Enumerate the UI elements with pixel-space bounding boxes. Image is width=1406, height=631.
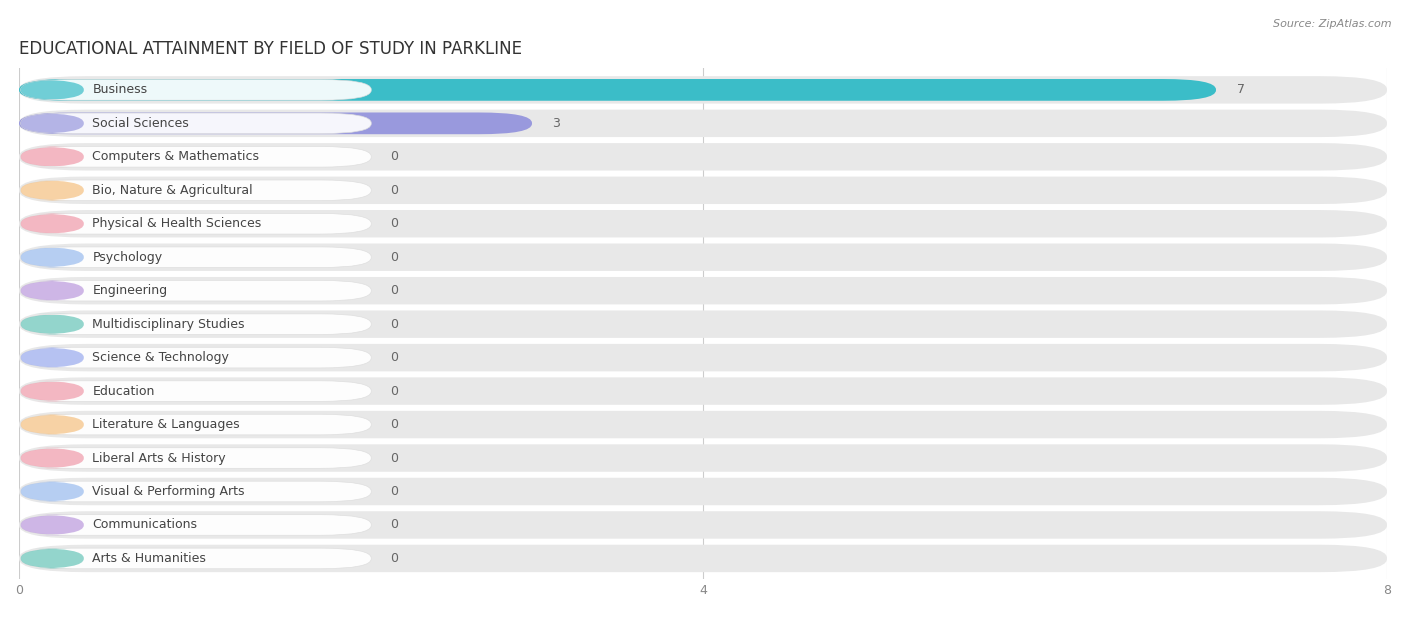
FancyBboxPatch shape — [21, 515, 84, 535]
FancyBboxPatch shape — [20, 76, 1386, 103]
FancyBboxPatch shape — [20, 478, 1386, 505]
FancyBboxPatch shape — [20, 344, 1386, 372]
Text: Science & Technology: Science & Technology — [93, 351, 229, 364]
FancyBboxPatch shape — [21, 213, 371, 234]
FancyBboxPatch shape — [21, 380, 371, 401]
Text: EDUCATIONAL ATTAINMENT BY FIELD OF STUDY IN PARKLINE: EDUCATIONAL ATTAINMENT BY FIELD OF STUDY… — [20, 40, 522, 58]
FancyBboxPatch shape — [20, 277, 1386, 304]
Text: 0: 0 — [389, 217, 398, 230]
FancyBboxPatch shape — [21, 314, 371, 334]
Text: Engineering: Engineering — [93, 284, 167, 297]
FancyBboxPatch shape — [20, 545, 1386, 572]
FancyBboxPatch shape — [21, 314, 84, 334]
Text: 7: 7 — [1236, 83, 1244, 97]
FancyBboxPatch shape — [20, 310, 1386, 338]
FancyBboxPatch shape — [21, 80, 371, 100]
FancyBboxPatch shape — [21, 448, 84, 468]
FancyBboxPatch shape — [21, 180, 371, 201]
Text: 0: 0 — [389, 284, 398, 297]
FancyBboxPatch shape — [21, 113, 84, 134]
FancyBboxPatch shape — [21, 113, 371, 134]
Text: Multidisciplinary Studies: Multidisciplinary Studies — [93, 317, 245, 331]
Text: 0: 0 — [389, 317, 398, 331]
Text: Computers & Mathematics: Computers & Mathematics — [93, 150, 259, 163]
Text: Physical & Health Sciences: Physical & Health Sciences — [93, 217, 262, 230]
FancyBboxPatch shape — [21, 80, 84, 100]
Text: 0: 0 — [389, 184, 398, 197]
Text: 0: 0 — [389, 485, 398, 498]
Text: 0: 0 — [389, 351, 398, 364]
FancyBboxPatch shape — [21, 448, 371, 468]
FancyBboxPatch shape — [20, 79, 1216, 101]
FancyBboxPatch shape — [21, 548, 371, 569]
FancyBboxPatch shape — [21, 280, 371, 301]
FancyBboxPatch shape — [20, 210, 1386, 237]
FancyBboxPatch shape — [21, 515, 371, 535]
FancyBboxPatch shape — [20, 112, 531, 134]
Text: 0: 0 — [389, 452, 398, 464]
FancyBboxPatch shape — [20, 143, 1386, 170]
Text: Social Sciences: Social Sciences — [93, 117, 190, 130]
FancyBboxPatch shape — [21, 380, 84, 401]
Text: Communications: Communications — [93, 519, 197, 531]
FancyBboxPatch shape — [21, 247, 84, 268]
Text: Psychology: Psychology — [93, 251, 163, 264]
Text: 0: 0 — [389, 519, 398, 531]
Text: Education: Education — [93, 384, 155, 398]
FancyBboxPatch shape — [20, 444, 1386, 472]
FancyBboxPatch shape — [21, 481, 371, 502]
Text: Bio, Nature & Agricultural: Bio, Nature & Agricultural — [93, 184, 253, 197]
Text: 0: 0 — [389, 418, 398, 431]
FancyBboxPatch shape — [21, 146, 84, 167]
Text: 0: 0 — [389, 251, 398, 264]
FancyBboxPatch shape — [21, 180, 84, 201]
FancyBboxPatch shape — [21, 415, 84, 435]
FancyBboxPatch shape — [20, 511, 1386, 539]
Text: Source: ZipAtlas.com: Source: ZipAtlas.com — [1274, 19, 1392, 29]
FancyBboxPatch shape — [21, 415, 371, 435]
FancyBboxPatch shape — [20, 110, 1386, 137]
Text: 0: 0 — [389, 150, 398, 163]
Text: 3: 3 — [553, 117, 561, 130]
Text: Visual & Performing Arts: Visual & Performing Arts — [93, 485, 245, 498]
Text: Arts & Humanities: Arts & Humanities — [93, 552, 207, 565]
FancyBboxPatch shape — [21, 213, 84, 234]
Text: Business: Business — [93, 83, 148, 97]
FancyBboxPatch shape — [20, 411, 1386, 439]
FancyBboxPatch shape — [21, 247, 371, 268]
FancyBboxPatch shape — [21, 280, 84, 301]
Text: Liberal Arts & History: Liberal Arts & History — [93, 452, 226, 464]
Text: Literature & Languages: Literature & Languages — [93, 418, 240, 431]
FancyBboxPatch shape — [21, 347, 84, 368]
FancyBboxPatch shape — [20, 244, 1386, 271]
Text: 0: 0 — [389, 552, 398, 565]
FancyBboxPatch shape — [21, 146, 371, 167]
FancyBboxPatch shape — [21, 548, 84, 569]
FancyBboxPatch shape — [20, 177, 1386, 204]
FancyBboxPatch shape — [21, 481, 84, 502]
FancyBboxPatch shape — [21, 347, 371, 368]
FancyBboxPatch shape — [20, 377, 1386, 405]
Text: 0: 0 — [389, 384, 398, 398]
